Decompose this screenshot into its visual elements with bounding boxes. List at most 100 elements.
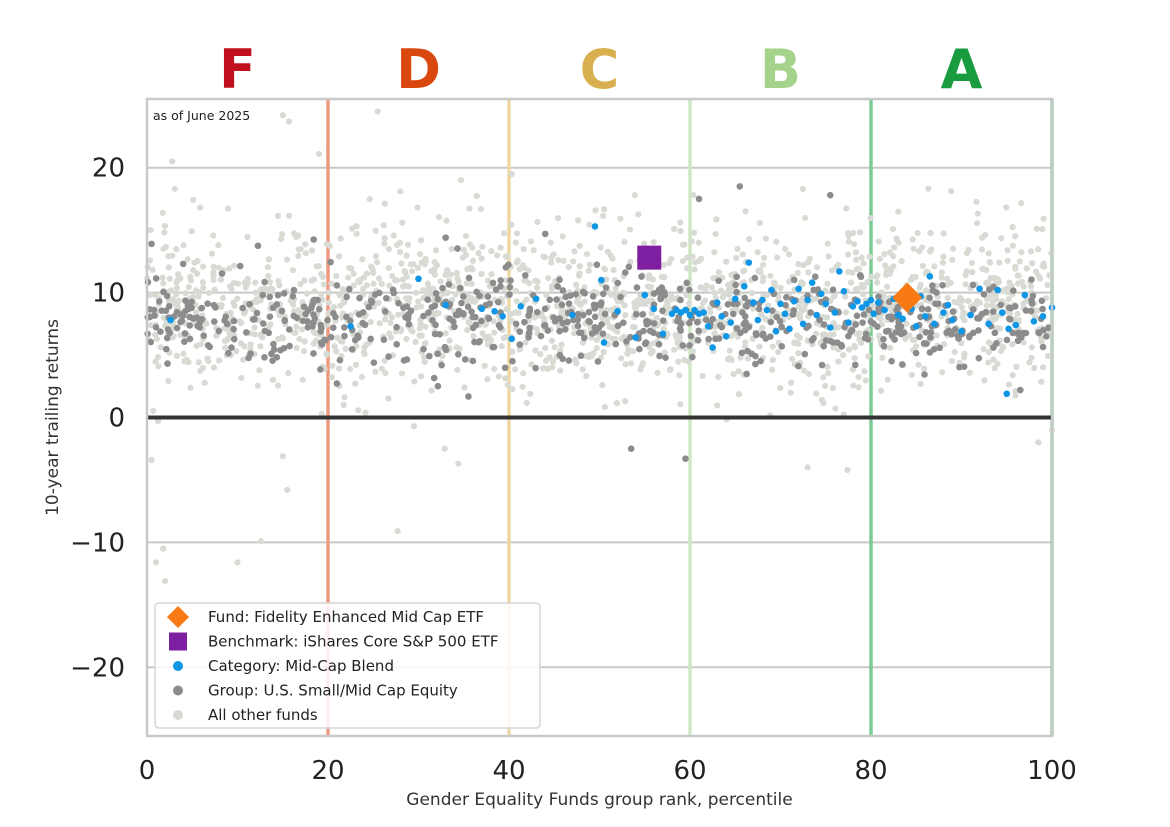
fund-point [783,293,790,301]
fund-point [738,349,746,357]
fund-point [558,308,565,316]
fund-point [257,538,265,545]
fund-point [880,342,888,350]
fund-point [492,286,500,293]
fund-point [240,356,247,363]
fund-point [161,222,168,230]
fund-point [769,343,776,350]
fund-point [231,262,238,269]
fund-point [666,260,673,267]
fund-point [302,241,309,248]
fund-point [820,399,827,406]
fund-point [788,379,795,386]
fund-point [1026,359,1033,366]
fund-point [406,295,413,302]
category-point [976,285,983,293]
fund-point [313,263,320,270]
legend-label: All other funds [208,706,318,724]
fund-point [795,350,802,357]
fund-point [239,304,246,312]
fund-point [777,284,784,292]
category-point [777,300,784,308]
fund-point [247,350,254,357]
fund-point [628,360,635,367]
fund-point [694,294,702,302]
fund-point [810,286,818,294]
fund-point [484,293,492,300]
fund-point [746,235,753,243]
fund-point [463,280,470,287]
fund-point [545,274,552,282]
fund-point [477,205,484,213]
category-point [491,308,498,315]
fund-point [713,216,720,223]
fund-point [1015,272,1022,279]
fund-point [370,280,377,287]
fund-point [155,363,162,370]
fund-point-highlight [892,282,923,313]
fund-point [219,294,226,302]
y-tick-labels: 20 10 0 −10 −20 [70,154,125,684]
fund-point [188,228,195,235]
fund-point [152,559,160,566]
fund-point [265,272,272,280]
category-point [804,296,811,304]
fund-point [726,286,733,294]
fund-point [323,240,330,248]
fund-point [508,221,515,228]
fund-point [597,244,604,251]
fund-point [790,276,798,284]
fund-point [346,365,354,373]
fund-point [403,335,410,343]
fund-point [416,250,424,258]
fund-point [441,290,448,297]
fund-point [851,241,858,248]
category-point [944,301,952,309]
fund-point [888,357,895,365]
fund-point [521,318,528,326]
fund-point [849,269,856,276]
fund-point [488,271,495,278]
fund-point [509,357,516,365]
fund-point [403,273,410,280]
fund-point [853,312,861,320]
fund-point [941,341,948,348]
fund-point [912,274,919,281]
fund-point [162,307,170,315]
fund-point [683,279,691,287]
fund-point [865,353,872,360]
fund-point [468,264,475,271]
fund-point [677,296,684,304]
fund-point [520,246,527,253]
fund-point [469,324,477,332]
fund-point [345,274,352,281]
fund-point [151,312,158,319]
fund-point [414,204,421,211]
fund-point [620,319,627,326]
fund-point [752,352,759,360]
category-point [813,311,820,319]
category-point [1021,291,1029,299]
fund-point [1012,233,1019,240]
fund-point [914,230,921,237]
fund-point [520,370,527,377]
fund-point [842,293,849,300]
fund-point [441,343,449,351]
fund-point [281,317,288,325]
category-point [1039,313,1047,320]
fund-point [553,296,560,303]
fund-point [549,282,556,290]
fund-point [1005,381,1013,388]
fund-point [301,277,308,284]
fund-point [385,353,392,360]
category-point [854,298,861,305]
fund-point [244,279,251,287]
fund-point [797,297,804,304]
fund-point [667,366,674,373]
fund-point [412,338,419,345]
fund-point [820,342,828,350]
fund-point [653,314,660,322]
category-point [641,291,649,299]
category-point [704,323,712,330]
category-point [632,334,639,341]
